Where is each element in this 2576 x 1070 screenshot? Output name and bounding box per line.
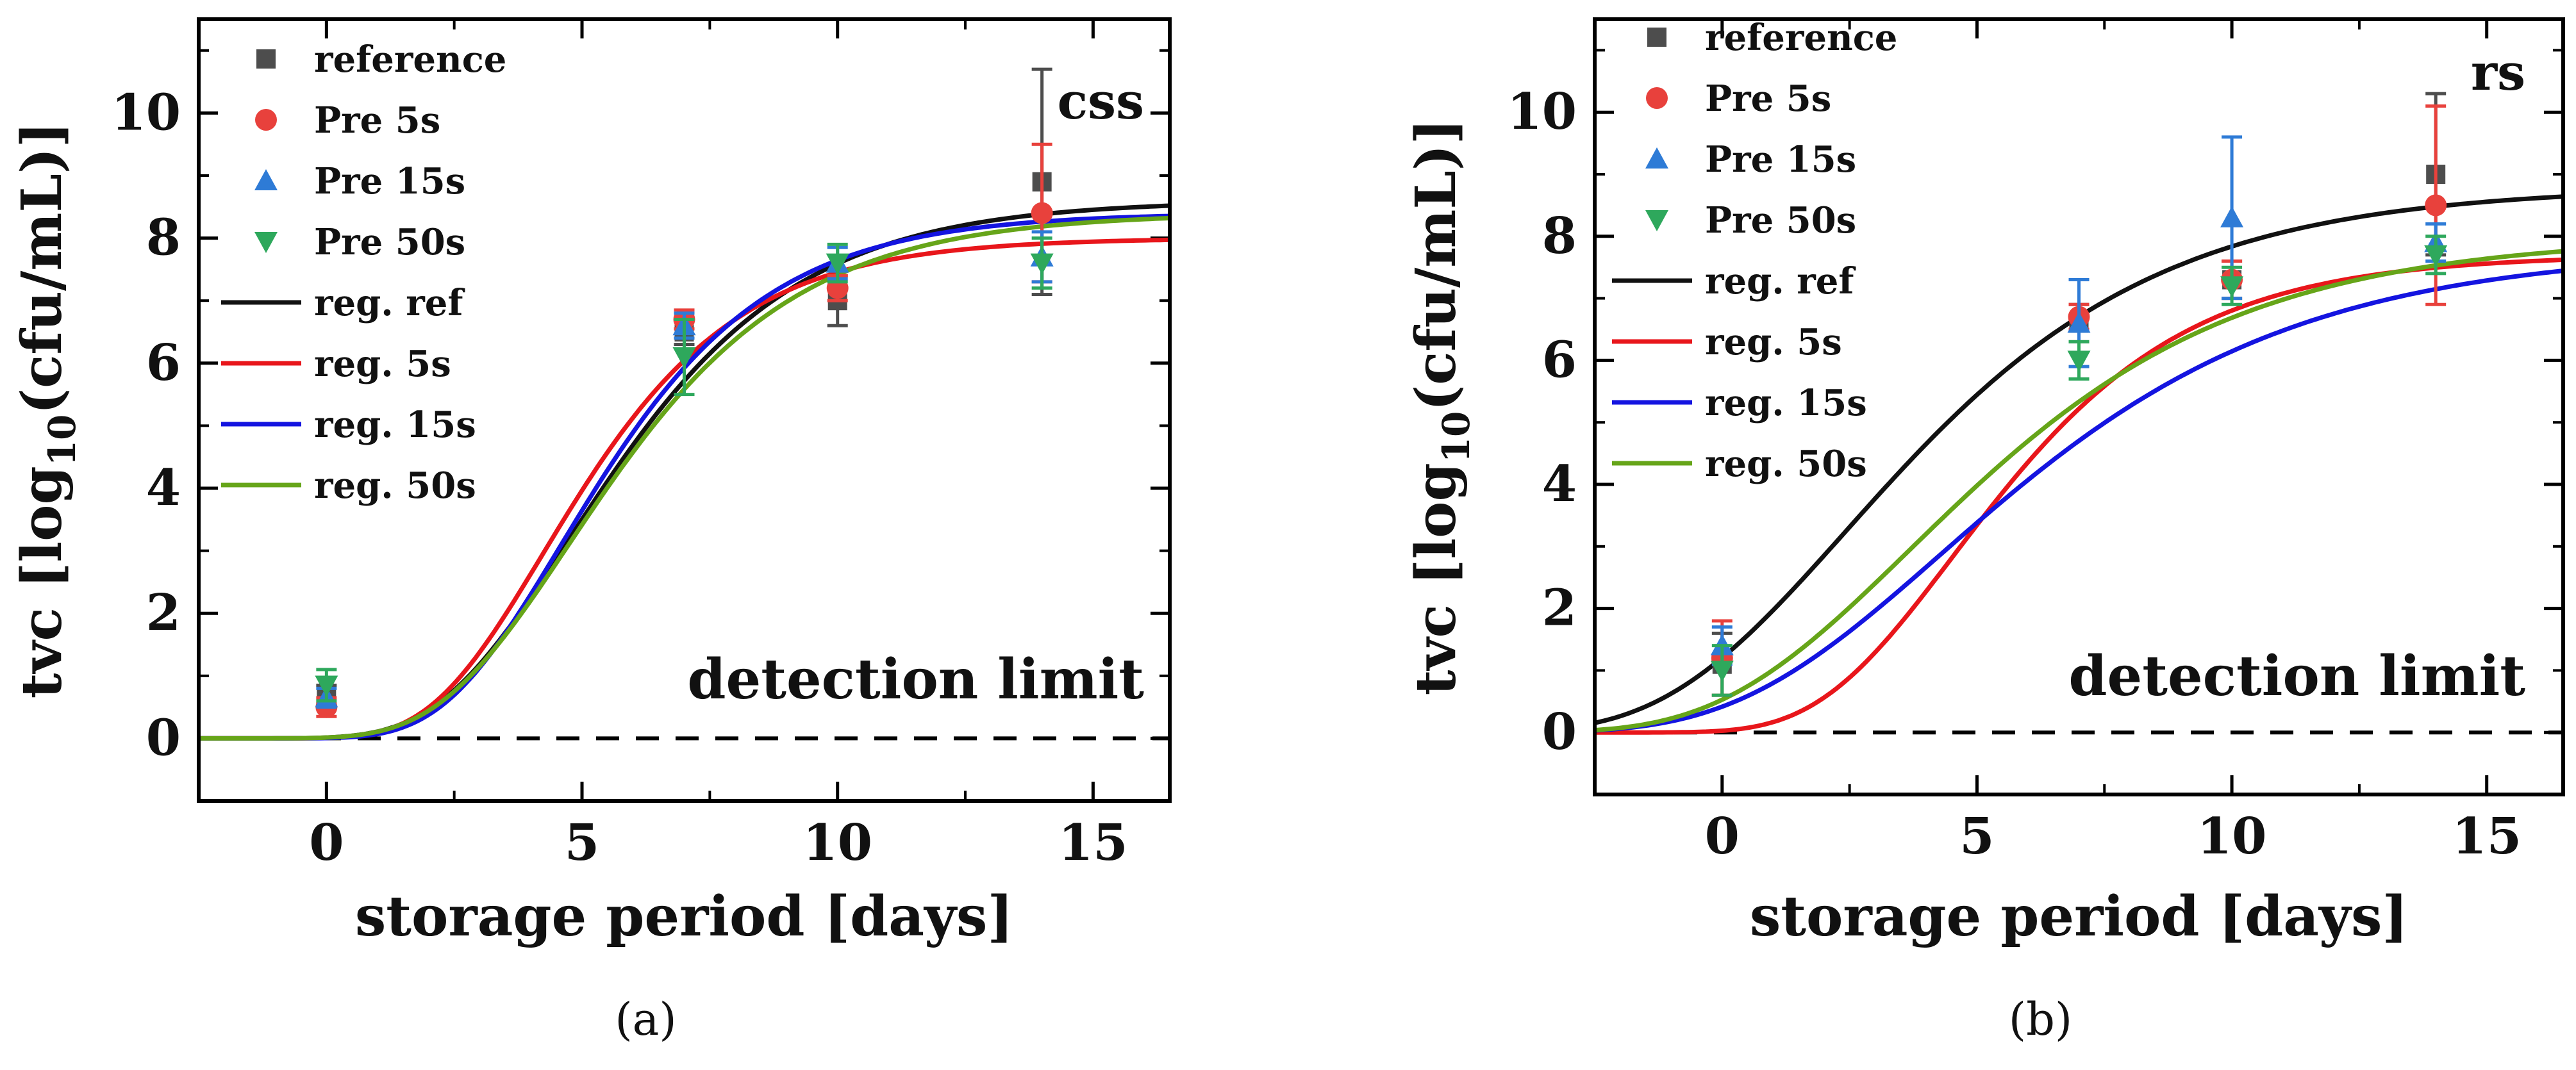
data-point — [2067, 311, 2091, 333]
panel-annotation: css — [1058, 72, 1144, 131]
panel-label: (b) — [2009, 993, 2072, 1046]
x-tick-label: 10 — [802, 814, 872, 872]
data-point — [1710, 661, 1734, 682]
legend-label: Pre 15s — [1705, 138, 1856, 181]
legend-label: reg. ref — [1705, 260, 1856, 302]
x-tick-label: 0 — [1705, 807, 1740, 866]
data-point — [2424, 245, 2448, 267]
x-tick-label: 15 — [1058, 814, 1128, 872]
series-pre-50s — [1710, 235, 2448, 697]
x-tick-label: 5 — [1959, 807, 1994, 866]
legend-label: Pre 5s — [1705, 78, 1831, 120]
y-tick-label: 10 — [1507, 83, 1577, 141]
legend-label: reg. ref — [314, 282, 465, 324]
legend-label: reg. 15s — [1705, 382, 1867, 424]
y-tick-label: 6 — [1542, 331, 1577, 389]
data-point — [672, 347, 696, 369]
regression-curve-reg-50s — [1595, 249, 2563, 733]
plot-frame — [197, 17, 1172, 803]
y-tick-label: 8 — [1542, 207, 1577, 265]
data-point — [315, 675, 338, 697]
legend-label: reference — [314, 38, 506, 81]
legend-label: reference — [1705, 17, 1897, 59]
legend-label: reg. 5s — [1705, 321, 1842, 363]
detection-limit-label: detection limit — [687, 647, 1144, 712]
legend-label: reg. 5s — [314, 343, 451, 385]
y-tick-label: 4 — [146, 459, 181, 517]
data-point — [2425, 194, 2447, 217]
y-tick-label: 0 — [1542, 703, 1577, 761]
legend-marker — [254, 232, 278, 253]
x-axis-label: storage period [days] — [1750, 884, 2408, 949]
y-tick-label: 10 — [111, 83, 181, 142]
x-tick-label: 0 — [309, 814, 344, 872]
legend-label: Pre 50s — [1705, 199, 1856, 242]
legend-marker — [1647, 28, 1666, 47]
legend-marker — [254, 169, 278, 190]
data-point — [2220, 206, 2244, 227]
legend-label: reg. 50s — [1705, 443, 1867, 485]
series-pre-50s — [315, 236, 1054, 703]
legend-label: Pre 15s — [314, 160, 465, 202]
chart-panel-a: 0 5 10 15 0 2 4 6 8 10 reference Pre 5s Pre 15s Pre 5… — [10, 17, 1172, 1046]
y-tick-label: 2 — [1542, 579, 1577, 638]
panel-annotation: rs — [2471, 44, 2525, 102]
legend-marker — [255, 109, 277, 131]
x-tick-label: 10 — [2197, 807, 2267, 866]
legend-label: reg. 50s — [314, 465, 476, 507]
legend-marker — [256, 49, 276, 69]
legend-marker — [1646, 87, 1668, 109]
detection-limit-label: detection limit — [2068, 644, 2525, 709]
y-tick-label: 8 — [146, 209, 181, 267]
data-point — [2067, 350, 2091, 372]
y-tick-label: 2 — [146, 584, 181, 642]
data-point — [2220, 276, 2244, 298]
y-axis-label: tvc [log10(cfu/mL)] — [1404, 119, 1478, 695]
panel-label: (a) — [615, 993, 676, 1046]
legend: reference Pre 5s Pre 15s Pre 50s reg. ref reg… — [221, 38, 506, 507]
legend-label: Pre 5s — [314, 99, 440, 142]
data-point — [1031, 202, 1053, 224]
legend-label: reg. 15s — [314, 404, 476, 446]
y-tick-label: 0 — [146, 709, 181, 767]
data-point — [826, 253, 849, 275]
regression-curve-reg-15s — [1595, 268, 2563, 733]
plot-frame — [1593, 17, 2565, 796]
y-axis-label: tvc [log10(cfu/mL)] — [10, 122, 84, 698]
legend: reference Pre 5s Pre 15s Pre 50s reg. ref reg… — [1612, 17, 1897, 485]
chart-panel-b: 0 5 10 15 0 2 4 6 8 10 reference Pre 5s Pre 15s Pre 5… — [1404, 17, 2565, 1046]
legend-label: Pre 50s — [314, 221, 465, 263]
y-tick-label: 4 — [1542, 455, 1577, 513]
x-tick-label: 5 — [565, 814, 599, 872]
legend-marker — [1645, 210, 1668, 231]
y-tick-label: 6 — [146, 334, 181, 392]
data-point — [1030, 253, 1054, 275]
legend-marker — [1645, 147, 1668, 169]
x-axis-label: storage period [days] — [355, 884, 1013, 949]
x-tick-label: 15 — [2452, 807, 2522, 866]
